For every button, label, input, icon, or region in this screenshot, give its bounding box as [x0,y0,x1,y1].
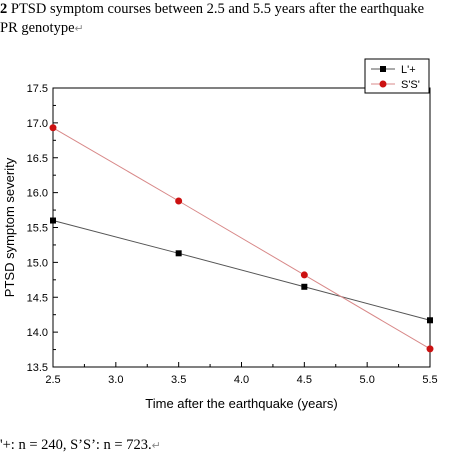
chart-series [49,124,434,353]
chart-axes [52,87,431,368]
data-point [427,317,433,324]
y-tick-label: 17.5 [27,83,48,95]
x-tick-label: 2.5 [45,374,60,386]
caption-bottom: '+: n = 240, S’S’: n = 723.↵ [0,436,459,456]
x-tick-label: 5.0 [360,374,375,386]
caption-genotype: PR genotype [0,20,75,36]
y-tick-label: 13.5 [27,362,48,374]
y-tick-label: 16.5 [27,153,48,165]
y-tick-label: 15.5 [27,223,48,235]
data-point [50,217,56,224]
legend-marker [379,80,387,88]
sample-sizes: '+: n = 240, S’S’: n = 723. [0,437,152,453]
data-point [175,197,183,205]
x-tick-label: 3.5 [171,374,186,386]
paragraph-mark-bottom: ↵ [151,440,161,452]
legend-label: S'S' [401,79,420,91]
caption-line-1: 2 PTSD symptom courses between 2.5 and 5… [0,0,459,19]
data-point [300,271,308,279]
y-tick-label: 17.0 [27,118,48,130]
series-line [52,220,431,321]
data-point [49,124,57,132]
x-tick-label: 4.5 [297,374,312,386]
data-point [301,283,308,290]
caption-top: 2 PTSD symptom courses between 2.5 and 5… [0,0,459,38]
plot-frame [52,87,431,368]
x-tick-label: 4.0 [234,374,249,386]
y-axis-label: PTSD symptom severity [2,157,17,297]
y-tick-label: 15.0 [27,257,48,269]
caption-line-2: PR genotype↵ [0,19,459,38]
data-point [426,345,434,353]
y-tick-label: 14.0 [27,327,48,339]
legend-marker [380,66,386,72]
chart-legend: L'+ S'S' [364,58,430,94]
legend-label: L'+ [401,64,416,76]
figure-number: 2 [0,1,8,17]
chart-ticks: 2.5 3.0 3.5 4.0 4.5 5.0 5.5 13.5 14.0 14.5 15.0 15.… [27,83,438,386]
x-tick-label: 3.0 [108,374,123,386]
series-line [52,127,431,350]
data-point [175,250,182,257]
x-axis-label: Time after the earthquake (years) [145,396,337,411]
y-tick-label: 16.0 [27,188,48,200]
caption-title: PTSD symptom courses between 2.5 and 5.5… [7,1,425,17]
y-tick-label: 14.5 [27,292,48,304]
x-tick-label: 5.5 [422,374,437,386]
legend-box [364,58,430,94]
paragraph-mark: ↵ [74,23,84,35]
